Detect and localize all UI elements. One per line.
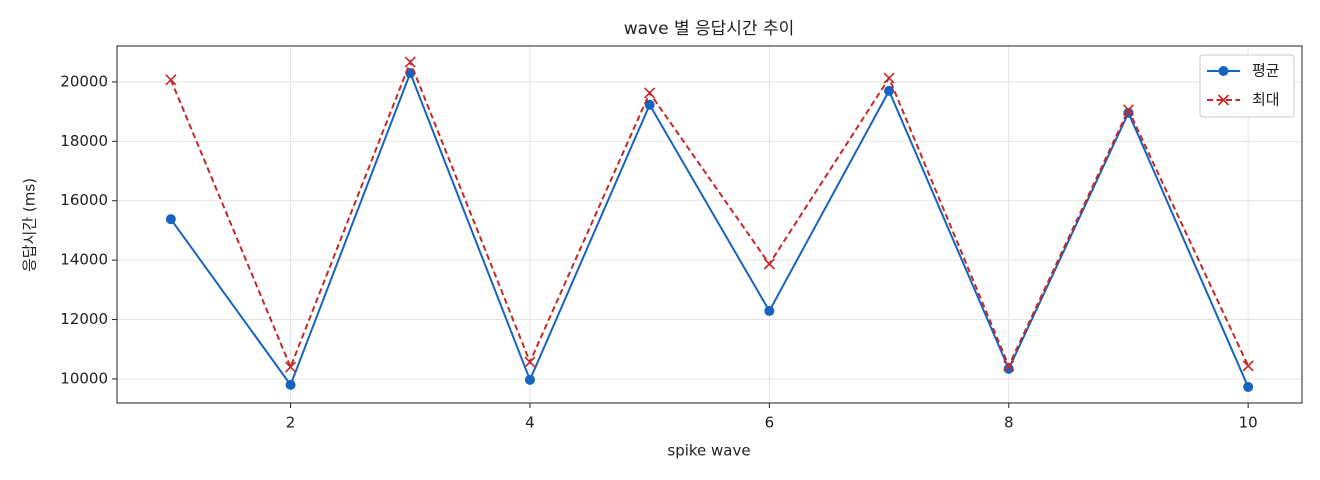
- y-tick-label: 20000: [60, 72, 108, 90]
- marker: [404, 56, 416, 68]
- marker: [644, 87, 656, 99]
- x-tick-label: 4: [525, 414, 535, 432]
- marker: [764, 305, 775, 316]
- marker: [1003, 360, 1015, 372]
- marker: [884, 85, 895, 96]
- series-line: [169, 59, 1250, 370]
- y-tick-label: 18000: [60, 132, 108, 150]
- marker: [1242, 360, 1254, 372]
- marker: [285, 379, 296, 390]
- x-tick-label: 10: [1239, 414, 1258, 432]
- marker: [1243, 381, 1254, 392]
- legend-label: 평균: [1252, 62, 1280, 80]
- marker: [1122, 104, 1135, 116]
- legend-marker: [1218, 66, 1229, 76]
- marker: [165, 74, 177, 86]
- marker: [1003, 363, 1014, 374]
- plot-frame: [116, 45, 1303, 404]
- x-tick-label: 2: [286, 414, 296, 432]
- y-axis-label: 응답시간 (ms): [21, 178, 39, 272]
- legend-label: 최대: [1252, 91, 1280, 109]
- marker: [524, 356, 536, 368]
- y-tick-label: 14000: [60, 251, 108, 269]
- x-axis-label: spike wave: [667, 442, 750, 460]
- y-tick-label: 10000: [60, 369, 108, 387]
- legend-box: [1199, 54, 1295, 118]
- marker: [644, 99, 655, 110]
- y-tick-label: 16000: [60, 191, 108, 209]
- marker: [165, 214, 176, 225]
- legend-marker: [1217, 94, 1230, 106]
- y-tick-label: 12000: [60, 310, 108, 328]
- series-line: [170, 70, 1250, 388]
- chart-title: wave 별 응답시간 추이: [624, 19, 795, 39]
- marker: [284, 361, 297, 373]
- marker: [883, 72, 895, 84]
- marker: [763, 258, 775, 270]
- x-tick-label: 6: [765, 414, 775, 432]
- marker: [524, 374, 535, 385]
- x-tick-label: 8: [1004, 414, 1014, 432]
